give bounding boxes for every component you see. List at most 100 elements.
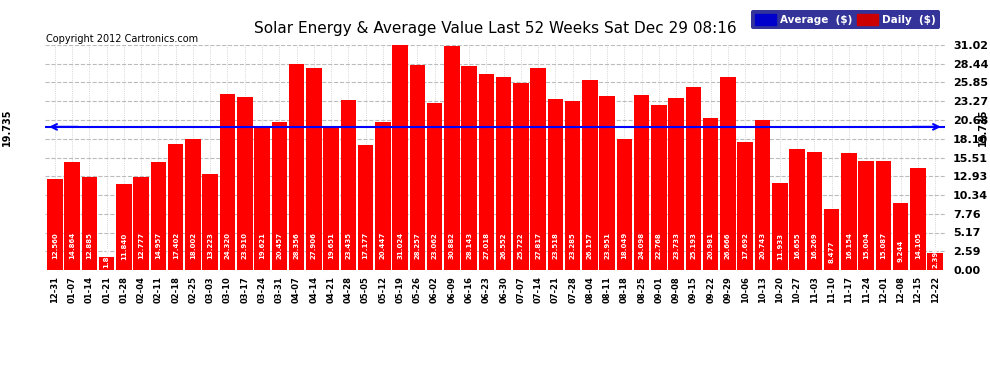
Text: 8.477: 8.477: [829, 240, 835, 262]
Text: 20.457: 20.457: [276, 232, 282, 259]
Text: 9.244: 9.244: [898, 240, 904, 262]
Text: 30.882: 30.882: [448, 232, 454, 259]
Text: 25.722: 25.722: [518, 232, 524, 259]
Bar: [531, 68, 545, 270]
Bar: [478, 74, 494, 270]
Bar: [134, 177, 148, 270]
Bar: [185, 140, 201, 270]
Bar: [842, 153, 856, 270]
Text: 23.062: 23.062: [432, 232, 438, 259]
Text: 14.957: 14.957: [155, 232, 161, 259]
Text: 16.655: 16.655: [794, 232, 800, 259]
Text: 12.885: 12.885: [86, 232, 92, 259]
Bar: [306, 68, 322, 270]
Bar: [150, 162, 166, 270]
Bar: [392, 45, 408, 270]
Bar: [81, 177, 97, 270]
Bar: [547, 99, 563, 270]
Text: Copyright 2012 Cartronics.com: Copyright 2012 Cartronics.com: [47, 34, 198, 44]
Text: 20.447: 20.447: [380, 232, 386, 259]
Bar: [116, 184, 132, 270]
Bar: [824, 209, 840, 270]
Text: 15.004: 15.004: [863, 232, 869, 259]
Text: 16.269: 16.269: [811, 232, 818, 259]
Text: 18.002: 18.002: [190, 232, 196, 259]
Bar: [289, 64, 304, 270]
Bar: [703, 118, 719, 270]
Text: 17.402: 17.402: [172, 232, 179, 259]
Text: 23.518: 23.518: [552, 232, 558, 259]
Text: 31.024: 31.024: [397, 232, 403, 259]
Bar: [582, 80, 598, 270]
Text: 24.320: 24.320: [225, 232, 231, 259]
Bar: [48, 179, 62, 270]
Text: 24.098: 24.098: [639, 232, 644, 259]
Bar: [168, 144, 183, 270]
Text: 23.435: 23.435: [346, 232, 351, 259]
Text: 28.143: 28.143: [466, 232, 472, 259]
Text: 18.049: 18.049: [622, 232, 628, 259]
Text: 23.285: 23.285: [569, 232, 575, 259]
Text: 19.735: 19.735: [978, 108, 988, 146]
Text: 28.356: 28.356: [293, 232, 300, 259]
Text: 20.743: 20.743: [759, 232, 765, 259]
Bar: [254, 128, 269, 270]
Bar: [720, 76, 736, 270]
Text: 11.933: 11.933: [777, 232, 783, 260]
Bar: [686, 87, 701, 270]
Text: 26.157: 26.157: [587, 232, 593, 259]
Text: 27.018: 27.018: [483, 232, 489, 259]
Bar: [237, 97, 252, 270]
Text: 15.087: 15.087: [880, 232, 886, 259]
Bar: [99, 257, 115, 270]
Text: 27.906: 27.906: [311, 232, 317, 259]
Bar: [410, 65, 425, 270]
Text: 13.223: 13.223: [207, 232, 213, 259]
Text: 25.193: 25.193: [690, 232, 697, 259]
Bar: [341, 100, 356, 270]
Bar: [910, 168, 926, 270]
Bar: [271, 122, 287, 270]
Text: 26.552: 26.552: [501, 232, 507, 259]
Bar: [875, 160, 891, 270]
Text: 27.817: 27.817: [536, 232, 542, 259]
Bar: [64, 162, 80, 270]
Text: 23.910: 23.910: [242, 232, 248, 259]
Bar: [565, 101, 580, 270]
Text: 19.621: 19.621: [259, 232, 265, 259]
Text: 26.666: 26.666: [725, 232, 731, 259]
Bar: [220, 94, 236, 270]
Bar: [789, 149, 805, 270]
Bar: [858, 161, 874, 270]
Bar: [203, 174, 218, 270]
Text: 12.560: 12.560: [51, 232, 57, 259]
Bar: [445, 46, 459, 270]
Bar: [772, 183, 787, 270]
Text: 2.398: 2.398: [933, 246, 939, 268]
Bar: [324, 128, 339, 270]
Bar: [513, 83, 529, 270]
Bar: [668, 98, 684, 270]
Bar: [634, 95, 649, 270]
Bar: [807, 152, 822, 270]
Text: 28.257: 28.257: [415, 232, 421, 259]
Legend: Average  ($), Daily  ($): Average ($), Daily ($): [750, 10, 940, 29]
Text: 16.154: 16.154: [845, 232, 851, 259]
Text: 17.692: 17.692: [742, 232, 748, 259]
Text: 23.951: 23.951: [604, 232, 610, 259]
Text: 14.105: 14.105: [915, 232, 921, 259]
Text: Solar Energy & Average Value Last 52 Weeks Sat Dec 29 08:16: Solar Energy & Average Value Last 52 Wee…: [253, 21, 737, 36]
Text: 22.768: 22.768: [656, 232, 662, 259]
Text: 19.735: 19.735: [2, 108, 12, 146]
Text: 14.864: 14.864: [69, 232, 75, 259]
Bar: [893, 203, 909, 270]
Bar: [738, 142, 753, 270]
Text: 11.840: 11.840: [121, 232, 127, 260]
Text: 1.802: 1.802: [104, 246, 110, 268]
Bar: [375, 122, 391, 270]
Text: 19.651: 19.651: [328, 232, 334, 259]
Bar: [617, 139, 633, 270]
Bar: [496, 77, 512, 270]
Bar: [357, 146, 373, 270]
Bar: [427, 103, 443, 270]
